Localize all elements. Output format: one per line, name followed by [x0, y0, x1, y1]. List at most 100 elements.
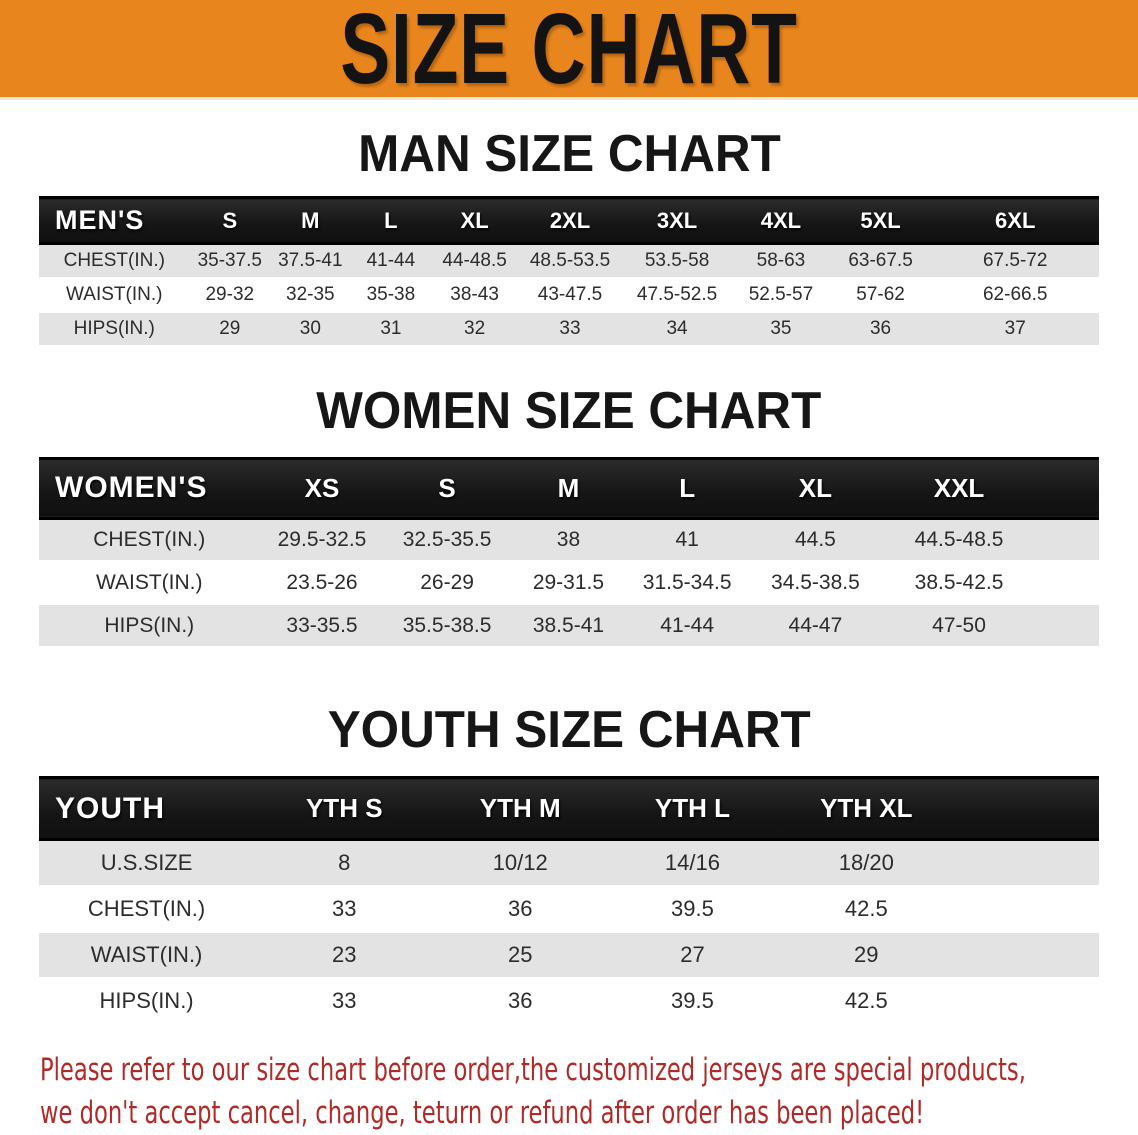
size-value-cell: 29.5-32.5 [259, 518, 385, 562]
women-header-row: WOMEN'S XS S M L XL XXL [39, 456, 1099, 520]
size-col-header: 6XL [931, 196, 1099, 245]
size-value-cell: 33 [254, 885, 435, 933]
size-value-cell: 44.5 [747, 518, 884, 562]
table-row: WAIST(IN.) 23 25 27 29 [39, 931, 1099, 979]
size-col-header: XL [431, 196, 519, 245]
size-value-cell: 47-50 [883, 604, 1035, 648]
measure-row-label: CHEST(IN.) [39, 518, 260, 562]
banner-title: SIZE CHART [340, 0, 798, 100]
row-filler [953, 931, 1099, 979]
size-value-cell: 8 [254, 839, 435, 887]
size-value-cell: 58-63 [732, 243, 830, 279]
size-col-header: YTH S [254, 776, 435, 841]
size-value-cell: 38-43 [431, 277, 519, 313]
disclaimer-line-2: we don't accept cancel, change, teturn o… [40, 1094, 925, 1131]
size-value-cell: 34.5-38.5 [747, 561, 884, 605]
size-col-header: 5XL [829, 196, 932, 245]
size-value-cell: 36 [434, 885, 607, 933]
youth-size-table: YOUTH YTH S YTH M YTH L YTH XL U.S.SIZE … [39, 776, 1099, 1025]
men-header-row: MEN'S S M L XL 2XL 3XL 4XL 5XL 6XL [39, 196, 1099, 245]
size-col-header: 2XL [518, 196, 622, 245]
table-row: WAIST(IN.) 29-32 32-35 35-38 38-43 43-47… [39, 277, 1099, 313]
size-value-cell: 27 [606, 931, 779, 979]
header-filler [1034, 456, 1099, 520]
size-value-cell: 35.5-38.5 [384, 604, 510, 648]
table-row: HIPS(IN.) 29 30 31 32 33 34 35 36 37 [39, 311, 1099, 347]
table-row: CHEST(IN.) 35-37.5 37.5-41 41-44 44-48.5… [39, 243, 1099, 279]
size-value-cell: 39.5 [606, 977, 779, 1025]
size-value-cell: 31.5-34.5 [627, 561, 748, 605]
size-value-cell: 29-32 [189, 277, 271, 313]
size-value-cell: 23 [254, 931, 435, 979]
row-filler [1034, 604, 1099, 648]
men-section-title: MAN SIZE CHART [357, 125, 781, 183]
size-value-cell: 44-47 [747, 604, 884, 648]
size-col-header: M [509, 456, 628, 520]
youth-section-title: YOUTH SIZE CHART [327, 701, 811, 759]
size-value-cell: 57-62 [829, 277, 932, 313]
size-value-cell: 37.5-41 [270, 243, 351, 279]
size-value-cell: 38.5-42.5 [883, 561, 1035, 605]
size-value-cell: 25 [434, 931, 607, 979]
size-value-cell: 29 [778, 931, 954, 979]
youth-header-row: YOUTH YTH S YTH M YTH L YTH XL [39, 776, 1099, 841]
size-value-cell: 47.5-52.5 [621, 277, 733, 313]
table-row: CHEST(IN.) 29.5-32.5 32.5-35.5 38 41 44.… [39, 518, 1099, 562]
size-value-cell: 14/16 [606, 839, 779, 887]
table-row: U.S.SIZE 8 10/12 14/16 18/20 [39, 839, 1099, 887]
size-value-cell: 42.5 [778, 885, 954, 933]
size-col-header: YTH L [606, 776, 779, 841]
disclaimer: Please refer to our size chart before or… [40, 1049, 1138, 1135]
row-filler [953, 885, 1099, 933]
table-row: HIPS(IN.) 33 36 39.5 42.5 [39, 977, 1099, 1025]
table-row: WAIST(IN.) 23.5-26 26-29 29-31.5 31.5-34… [39, 561, 1099, 605]
size-value-cell: 67.5-72 [931, 243, 1099, 279]
size-value-cell: 32.5-35.5 [384, 518, 510, 562]
size-value-cell: 23.5-26 [259, 561, 385, 605]
women-table-title: WOMEN'S [39, 456, 260, 520]
measure-row-label: WAIST(IN.) [39, 561, 260, 605]
size-col-header: 4XL [732, 196, 830, 245]
size-value-cell: 53.5-58 [621, 243, 733, 279]
size-value-cell: 33 [518, 311, 622, 347]
size-value-cell: 38 [509, 518, 628, 562]
women-section-title: WOMEN SIZE CHART [316, 381, 822, 440]
header-filler [953, 776, 1099, 841]
row-filler [953, 977, 1099, 1025]
table-row: CHEST(IN.) 33 36 39.5 42.5 [39, 885, 1099, 933]
size-value-cell: 48.5-53.5 [518, 243, 622, 279]
size-col-header: XL [747, 456, 884, 520]
measure-row-label: WAIST(IN.) [39, 931, 255, 979]
measure-row-label: CHEST(IN.) [39, 885, 255, 933]
size-value-cell: 41-44 [350, 243, 432, 279]
disclaimer-line-1: Please refer to our size chart before or… [40, 1051, 1026, 1088]
row-filler [1034, 561, 1099, 605]
measure-row-label: HIPS(IN.) [39, 977, 255, 1025]
table-row: HIPS(IN.) 33-35.5 35.5-38.5 38.5-41 41-4… [39, 604, 1099, 648]
size-value-cell: 36 [829, 311, 932, 347]
size-value-cell: 39.5 [606, 885, 779, 933]
size-col-header: XS [259, 456, 385, 520]
size-value-cell: 35 [732, 311, 830, 347]
size-value-cell: 18/20 [778, 839, 954, 887]
size-value-cell: 35-38 [350, 277, 432, 313]
size-value-cell: 62-66.5 [931, 277, 1099, 313]
size-value-cell: 10/12 [434, 839, 607, 887]
size-value-cell: 63-67.5 [829, 243, 932, 279]
size-value-cell: 52.5-57 [732, 277, 830, 313]
size-value-cell: 29 [189, 311, 271, 347]
women-size-table: WOMEN'S XS S M L XL XXL CHEST(IN.) 29.5-… [39, 456, 1099, 648]
size-value-cell: 33-35.5 [259, 604, 385, 648]
measure-row-label: HIPS(IN.) [39, 311, 190, 347]
size-value-cell: 29-31.5 [509, 561, 628, 605]
row-filler [1034, 518, 1099, 562]
size-value-cell: 32-35 [270, 277, 351, 313]
size-value-cell: 44-48.5 [431, 243, 519, 279]
banner: SIZE CHART [0, 0, 1138, 100]
size-col-header: L [350, 196, 432, 245]
size-col-header: YTH M [434, 776, 607, 841]
size-col-header: YTH XL [778, 776, 954, 841]
size-value-cell: 33 [254, 977, 435, 1025]
size-value-cell: 31 [350, 311, 432, 347]
size-value-cell: 43-47.5 [518, 277, 622, 313]
